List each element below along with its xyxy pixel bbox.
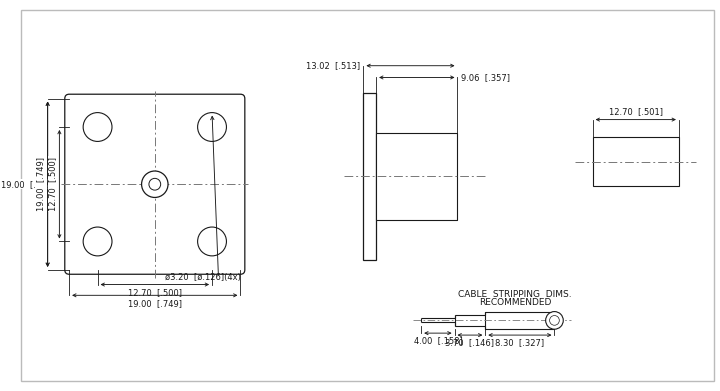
Bar xyxy=(593,137,679,186)
Text: ø3.20  [ø.126](4x): ø3.20 [ø.126](4x) xyxy=(165,273,240,282)
Text: 3.70  [.146]: 3.70 [.146] xyxy=(446,338,495,347)
Circle shape xyxy=(197,227,227,256)
Text: RECOMMENDED: RECOMMENDED xyxy=(479,298,552,307)
Text: 9.06  [.357]: 9.06 [.357] xyxy=(462,73,510,82)
Text: 12.70  [.500]: 12.70 [.500] xyxy=(128,289,182,298)
Circle shape xyxy=(83,227,112,256)
Text: 8.30  [.327]: 8.30 [.327] xyxy=(495,338,544,347)
Circle shape xyxy=(142,171,168,197)
Circle shape xyxy=(83,113,112,142)
Bar xyxy=(376,133,457,220)
Bar xyxy=(364,93,376,260)
Text: 19.00  [.749]: 19.00 [.749] xyxy=(37,157,45,211)
Circle shape xyxy=(549,316,559,325)
Text: 12.70  [.500]: 12.70 [.500] xyxy=(48,157,58,211)
Text: 4.00  [.158]: 4.00 [.158] xyxy=(413,336,462,345)
Circle shape xyxy=(149,178,161,190)
Bar xyxy=(485,312,554,329)
Text: 19.00  [.749]: 19.00 [.749] xyxy=(128,299,182,308)
Text: CABLE  STRIPPING  DIMS.: CABLE STRIPPING DIMS. xyxy=(458,290,572,299)
Text: 19.00  [.749]: 19.00 [.749] xyxy=(1,180,55,189)
Bar xyxy=(485,312,554,329)
Text: 13.02  [.513]: 13.02 [.513] xyxy=(307,61,361,70)
Text: 12.70  [.501]: 12.70 [.501] xyxy=(608,107,662,116)
Bar xyxy=(376,133,457,220)
Circle shape xyxy=(546,312,563,329)
Circle shape xyxy=(197,113,227,142)
Text: 19.00  [.749]: 19.00 [.749] xyxy=(36,157,45,211)
FancyBboxPatch shape xyxy=(65,94,245,274)
